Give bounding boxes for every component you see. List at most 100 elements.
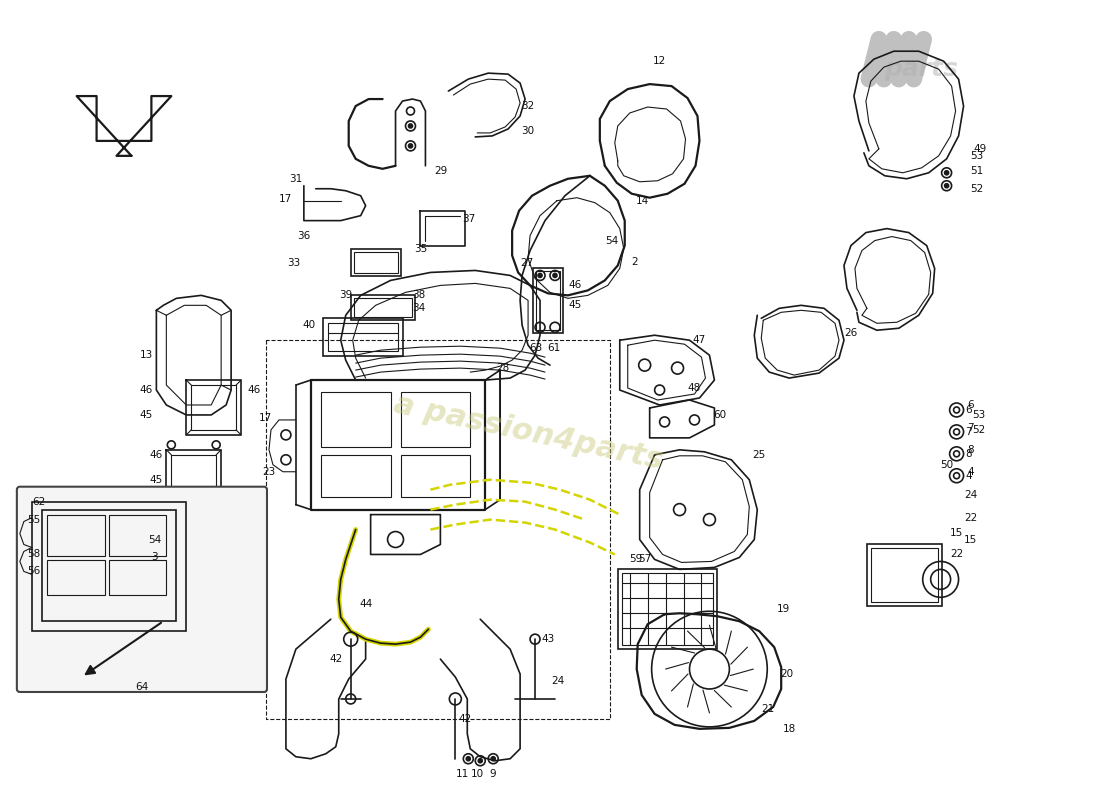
Bar <box>321 455 390 497</box>
Text: 8: 8 <box>967 445 974 455</box>
Text: 47: 47 <box>693 335 706 346</box>
Bar <box>328 323 397 351</box>
Text: 59: 59 <box>629 554 642 565</box>
Bar <box>618 570 717 649</box>
Text: 27: 27 <box>520 258 534 269</box>
Text: 62: 62 <box>32 497 45 506</box>
Text: 11: 11 <box>455 769 469 778</box>
Text: 53: 53 <box>972 410 986 420</box>
Circle shape <box>538 274 542 278</box>
Text: 52: 52 <box>972 425 986 435</box>
Circle shape <box>408 144 412 148</box>
Circle shape <box>408 124 412 128</box>
Text: 37: 37 <box>462 214 475 224</box>
Text: 28: 28 <box>496 363 509 373</box>
Text: 20: 20 <box>781 669 794 679</box>
Bar <box>47 514 104 557</box>
Text: 2: 2 <box>631 258 638 267</box>
Text: 4: 4 <box>965 470 972 481</box>
Text: 58: 58 <box>26 550 40 559</box>
Text: 17: 17 <box>258 413 272 423</box>
Text: 60: 60 <box>713 410 726 420</box>
Circle shape <box>954 429 959 435</box>
Bar <box>42 510 176 622</box>
Text: 54: 54 <box>605 235 618 246</box>
Text: 53: 53 <box>970 151 983 161</box>
Text: 34: 34 <box>411 303 425 314</box>
Text: 14: 14 <box>636 196 649 206</box>
FancyBboxPatch shape <box>16 486 267 692</box>
Text: 50: 50 <box>940 460 954 470</box>
Bar <box>354 251 397 274</box>
Text: 6: 6 <box>967 400 974 410</box>
Text: 21: 21 <box>761 704 774 714</box>
Text: 12: 12 <box>653 56 667 66</box>
Bar <box>32 502 186 631</box>
Text: 57: 57 <box>638 554 651 565</box>
Bar <box>351 249 400 277</box>
Text: 46: 46 <box>248 385 261 395</box>
Circle shape <box>954 451 959 457</box>
Text: 45: 45 <box>569 300 582 310</box>
Text: 22: 22 <box>964 513 977 522</box>
Text: 56: 56 <box>26 566 40 577</box>
Text: 23: 23 <box>263 466 276 477</box>
Text: parts: parts <box>884 57 958 81</box>
Text: 7: 7 <box>967 423 974 433</box>
Circle shape <box>492 757 495 761</box>
Text: 9: 9 <box>488 769 495 778</box>
Text: 43: 43 <box>541 634 554 644</box>
Circle shape <box>478 758 482 762</box>
Bar <box>109 561 166 595</box>
Text: 18: 18 <box>782 724 795 734</box>
Text: 42: 42 <box>329 654 342 664</box>
Bar <box>536 271 560 330</box>
Text: 6: 6 <box>965 405 972 415</box>
Text: 33: 33 <box>287 258 300 269</box>
Bar <box>400 392 471 447</box>
Text: 3: 3 <box>151 553 157 562</box>
Text: 63: 63 <box>529 343 542 353</box>
Bar <box>621 574 714 645</box>
Text: 13: 13 <box>140 350 153 360</box>
Text: 46: 46 <box>569 280 582 290</box>
Text: 35: 35 <box>414 243 427 254</box>
Text: 8: 8 <box>965 449 972 459</box>
Text: 55: 55 <box>26 514 40 525</box>
Text: 4: 4 <box>967 466 974 477</box>
Text: 45: 45 <box>150 474 163 485</box>
Text: 45: 45 <box>140 410 153 420</box>
Text: 22: 22 <box>950 550 964 559</box>
Text: 42: 42 <box>459 714 472 724</box>
Text: 46: 46 <box>140 385 153 395</box>
Text: 32: 32 <box>521 101 535 111</box>
Bar <box>322 318 403 356</box>
Text: 39: 39 <box>339 290 352 300</box>
Text: 29: 29 <box>433 166 447 176</box>
Bar <box>867 545 942 606</box>
Text: 49: 49 <box>974 144 987 154</box>
Circle shape <box>553 274 557 278</box>
Circle shape <box>945 170 948 174</box>
Text: 52: 52 <box>970 184 983 194</box>
Circle shape <box>945 184 948 188</box>
Text: 64: 64 <box>135 682 149 692</box>
Bar <box>47 561 104 595</box>
Bar <box>109 514 166 557</box>
Text: 31: 31 <box>289 174 302 184</box>
Bar <box>354 298 412 318</box>
Text: 54: 54 <box>147 534 161 545</box>
Text: 46: 46 <box>150 450 163 460</box>
Text: 61: 61 <box>548 343 561 353</box>
Text: a passion4parts: a passion4parts <box>390 389 666 474</box>
Text: 24: 24 <box>964 490 977 500</box>
Circle shape <box>466 757 471 761</box>
Text: 24: 24 <box>551 676 564 686</box>
Text: 25: 25 <box>752 450 766 460</box>
Text: 15: 15 <box>964 534 977 545</box>
Text: 7: 7 <box>965 427 972 437</box>
Bar <box>400 455 471 497</box>
Text: 15: 15 <box>950 527 964 538</box>
Bar <box>871 549 937 602</box>
Text: 48: 48 <box>688 383 701 393</box>
